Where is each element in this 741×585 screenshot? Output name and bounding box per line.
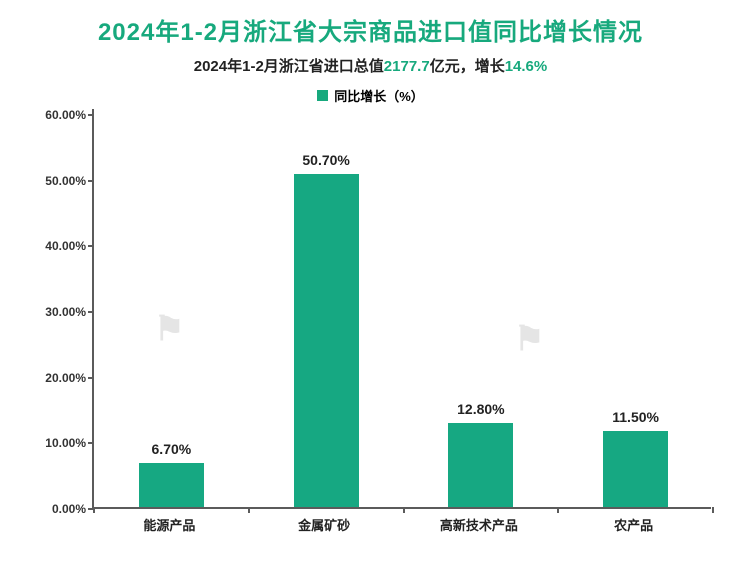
bar: 50.70%: [294, 174, 359, 507]
y-tick-mark: [88, 180, 94, 182]
x-axis-label: 能源产品: [143, 515, 195, 534]
chart-subtitle: 2024年1-2月浙江省进口总值2177.7亿元，增长14.6%: [20, 55, 721, 76]
chart-title: 2024年1-2月浙江省大宗商品进口值同比增长情况: [20, 12, 721, 47]
chart-container: 2024年1-2月浙江省大宗商品进口值同比增长情况 2024年1-2月浙江省进口…: [0, 0, 741, 585]
bar-value-label: 12.80%: [448, 401, 513, 417]
x-axis-labels: 能源产品 金属矿砂 高新技术产品 农产品: [92, 509, 711, 539]
plot-area: ⚑ ⚑ 6.70% 50.70% 12.80% 11.50%: [92, 109, 711, 509]
bar-value-label: 50.70%: [294, 152, 359, 168]
y-tick-mark: [88, 442, 94, 444]
bar-value-label: 6.70%: [139, 441, 204, 457]
subtitle-mid: 亿元，增长: [430, 58, 505, 75]
x-axis-label: 金属矿砂: [298, 515, 350, 534]
y-tick-mark: [88, 114, 94, 116]
y-tick-label: 60.00%: [45, 108, 86, 122]
watermark-icon: ⚑: [514, 319, 544, 359]
x-axis-label: 农产品: [614, 515, 653, 534]
x-axis-label: 高新技术产品: [440, 515, 518, 534]
x-tick-mark: [712, 507, 714, 513]
watermark-icon: ⚑: [154, 309, 184, 349]
y-tick-mark: [88, 245, 94, 247]
plot: 0.00% 10.00% 20.00% 30.00% 40.00% 50.00% 60.00…: [20, 109, 721, 539]
subtitle-prefix: 2024年1-2月浙江省进口总值: [194, 58, 384, 75]
legend-swatch: [317, 90, 328, 101]
legend-label: 同比增长（%）: [334, 89, 424, 104]
bar-value-label: 11.50%: [603, 409, 668, 425]
legend: 同比增长（%）: [20, 86, 721, 105]
y-tick-label: 50.00%: [45, 174, 86, 188]
y-tick-label: 0.00%: [52, 502, 86, 516]
y-tick-mark: [88, 311, 94, 313]
y-tick-label: 20.00%: [45, 371, 86, 385]
y-tick-label: 10.00%: [45, 436, 86, 450]
bar: 6.70%: [139, 463, 204, 507]
bar: 11.50%: [603, 431, 668, 507]
y-tick-mark: [88, 377, 94, 379]
subtitle-value-2: 14.6%: [505, 58, 548, 75]
bar: 12.80%: [448, 423, 513, 507]
y-tick-label: 40.00%: [45, 239, 86, 253]
subtitle-value-1: 2177.7: [384, 58, 430, 75]
y-axis: 0.00%10.00%20.00%30.00%40.00%50.00%60.00…: [20, 109, 92, 509]
y-tick-label: 30.00%: [45, 305, 86, 319]
